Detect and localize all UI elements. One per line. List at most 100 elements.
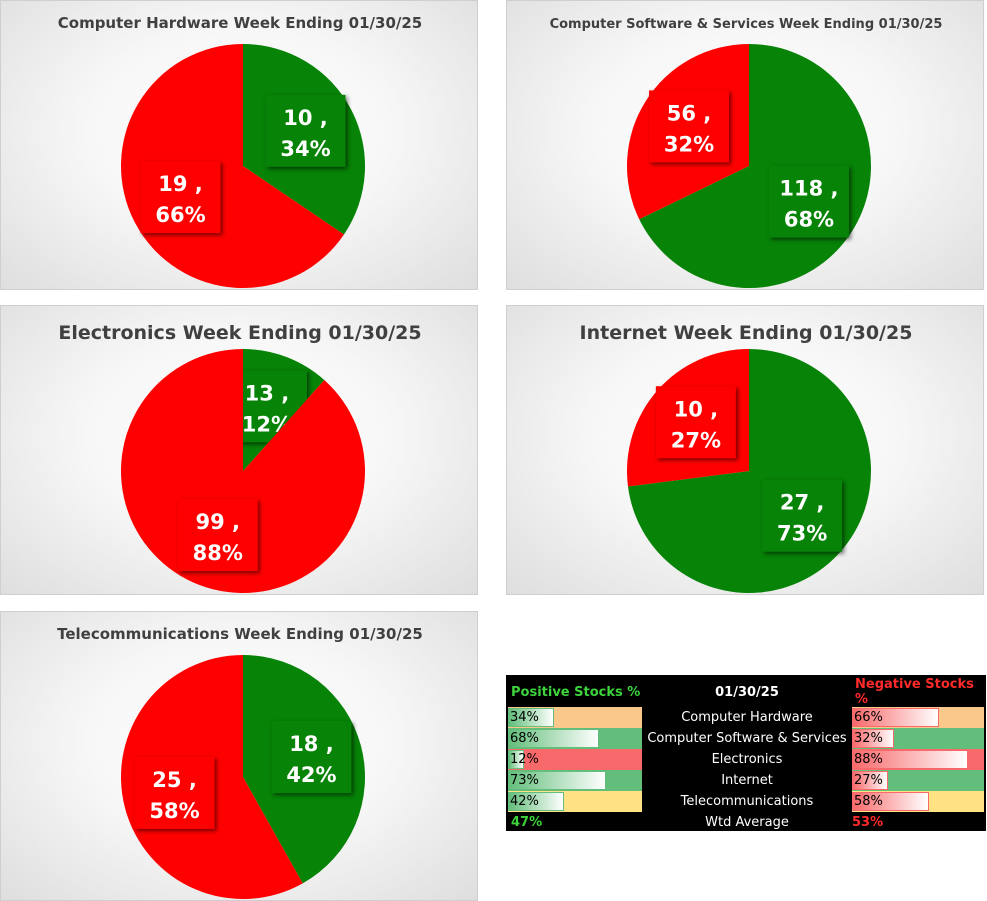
- data-label-value: 118 ,: [779, 177, 838, 201]
- negative-data-bar: [852, 750, 969, 769]
- chart-panel-internet: Internet Week Ending 01/30/25 27 , 73% 10 ,…: [506, 305, 984, 595]
- chart-title: Internet Week Ending 01/30/25: [580, 322, 913, 344]
- chart-panel-software-services: Computer Software & Services Week Ending…: [506, 0, 984, 290]
- chart-title: Electronics Week Ending 01/30/25: [58, 322, 421, 344]
- data-label-value: 27 ,: [780, 491, 825, 515]
- summary-average-row: 47% Wtd Average 53%: [508, 812, 984, 833]
- negative-pct: 27%: [854, 773, 883, 788]
- negative-data-bar: [852, 708, 940, 727]
- positive-pct-cell: 34%: [508, 707, 642, 728]
- summary-row: 68% Computer Software & Services 32%: [508, 728, 984, 749]
- positive-pct-cell: 12%: [508, 749, 642, 770]
- data-label-value: 13 ,: [245, 381, 290, 405]
- data-label-percent: 68%: [784, 208, 834, 232]
- positive-pct-cell: 68%: [508, 728, 642, 749]
- negative-pct-cell: 88%: [852, 749, 984, 770]
- chart-panel-telecommunications: Telecommunications Week Ending 01/30/25 1…: [0, 611, 478, 901]
- data-label-value: 18 ,: [289, 732, 334, 756]
- pie-chart-computer-hardware: Computer Hardware Week Ending 01/30/25 10…: [58, 14, 422, 288]
- data-label-negative: 56 , 32%: [649, 90, 730, 163]
- pie-chart-telecommunications: Telecommunications Week Ending 01/30/25 1…: [57, 625, 423, 899]
- positive-pct: 12%: [510, 752, 539, 767]
- summary-row: 12% Electronics 88%: [508, 749, 984, 770]
- data-label-percent: 58%: [149, 799, 199, 823]
- negative-data-bar: [852, 792, 929, 811]
- data-label-box: [655, 386, 736, 459]
- avg-label: Wtd Average: [705, 815, 789, 830]
- data-label-percent: 42%: [286, 763, 336, 787]
- pie-chart-internet: Internet Week Ending 01/30/25 27 , 73% 10 ,…: [580, 322, 913, 593]
- negative-pct-cell: 32%: [852, 728, 984, 749]
- data-label-value: 25 ,: [152, 768, 197, 792]
- negative-pct: 32%: [854, 731, 883, 746]
- positive-data-bar: [508, 750, 525, 769]
- sector-name: Internet: [642, 770, 852, 791]
- positive-data-bar: [508, 708, 554, 727]
- negative-pct: 88%: [854, 752, 883, 767]
- data-label-positive: 18 , 42%: [271, 721, 352, 794]
- data-label-percent: 32%: [664, 132, 714, 156]
- positive-data-bar: [508, 771, 606, 790]
- data-label-box: [649, 90, 730, 163]
- avg-negative: 53%: [852, 815, 884, 830]
- negative-pct-cell: 27%: [852, 770, 984, 791]
- data-label-box: [762, 479, 843, 552]
- positive-pct: 42%: [510, 794, 539, 809]
- chart-title: Computer Hardware Week Ending 01/30/25: [58, 14, 422, 32]
- negative-pct: 66%: [854, 710, 883, 725]
- data-label-negative: 19 , 66%: [140, 161, 221, 234]
- negative-header: Negative Stocks %: [855, 677, 974, 707]
- sector-name: Telecommunications: [642, 791, 852, 812]
- data-label-positive: 118 , 68%: [768, 165, 849, 238]
- positive-pct-cell: 73%: [508, 770, 642, 791]
- data-label-percent: 66%: [155, 203, 205, 227]
- positive-pct: 73%: [510, 773, 539, 788]
- summary-header-row: Positive Stocks % 01/30/25 Negative Stoc…: [508, 677, 984, 707]
- sector-name: Computer Software & Services: [642, 728, 852, 749]
- positive-pct: 68%: [510, 731, 539, 746]
- summary-row: 42% Telecommunications 58%: [508, 791, 984, 812]
- sector-name: Electronics: [642, 749, 852, 770]
- chart-title: Computer Software & Services Week Ending…: [550, 17, 943, 32]
- negative-data-bar: [852, 771, 888, 790]
- data-label-box: [271, 721, 352, 794]
- data-label-value: 10 ,: [674, 397, 719, 421]
- data-label-positive: 27 , 73%: [762, 479, 843, 552]
- data-label-negative: 10 , 27%: [655, 386, 736, 459]
- negative-pct-cell: 66%: [852, 707, 984, 728]
- data-label-percent: 73%: [777, 522, 827, 546]
- summary-row: 73% Internet 27%: [508, 770, 984, 791]
- negative-data-bar: [852, 729, 895, 748]
- summary-table: Positive Stocks % 01/30/25 Negative Stoc…: [506, 675, 986, 831]
- positive-pct: 34%: [510, 710, 539, 725]
- data-label-percent: 88%: [193, 541, 243, 565]
- chart-panel-electronics: Electronics Week Ending 01/30/25 13 , 12% 9…: [0, 305, 478, 595]
- positive-data-bar: [508, 792, 565, 811]
- data-label-box: [768, 165, 849, 238]
- negative-pct: 58%: [854, 794, 883, 809]
- data-label-box: [140, 161, 221, 234]
- negative-pct-cell: 58%: [852, 791, 984, 812]
- data-label-value: 19 ,: [158, 172, 203, 196]
- summary-row: 34% Computer Hardware 66%: [508, 707, 984, 728]
- avg-positive: 47%: [511, 815, 543, 830]
- data-label-box: [265, 94, 346, 167]
- data-label-value: 10 ,: [283, 106, 328, 130]
- positive-header: Positive Stocks %: [511, 684, 641, 700]
- positive-data-bar: [508, 729, 600, 748]
- data-label-value: 99 ,: [196, 510, 241, 534]
- data-label-negative: 99 , 88%: [177, 499, 258, 572]
- data-label-box: [177, 499, 258, 572]
- data-label-positive: 10 , 34%: [265, 94, 346, 167]
- data-label-box: [134, 756, 215, 829]
- positive-pct-cell: 42%: [508, 791, 642, 812]
- data-label-negative: 25 , 58%: [134, 756, 215, 829]
- chart-title: Telecommunications Week Ending 01/30/25: [57, 625, 423, 643]
- data-label-percent: 34%: [280, 137, 330, 161]
- pie-chart-software-services: Computer Software & Services Week Ending…: [550, 17, 943, 288]
- data-label-value: 56 ,: [667, 101, 712, 125]
- summary-date: 01/30/25: [715, 684, 779, 700]
- chart-panel-computer-hardware: Computer Hardware Week Ending 01/30/25 10…: [0, 0, 478, 290]
- sector-name: Computer Hardware: [642, 707, 852, 728]
